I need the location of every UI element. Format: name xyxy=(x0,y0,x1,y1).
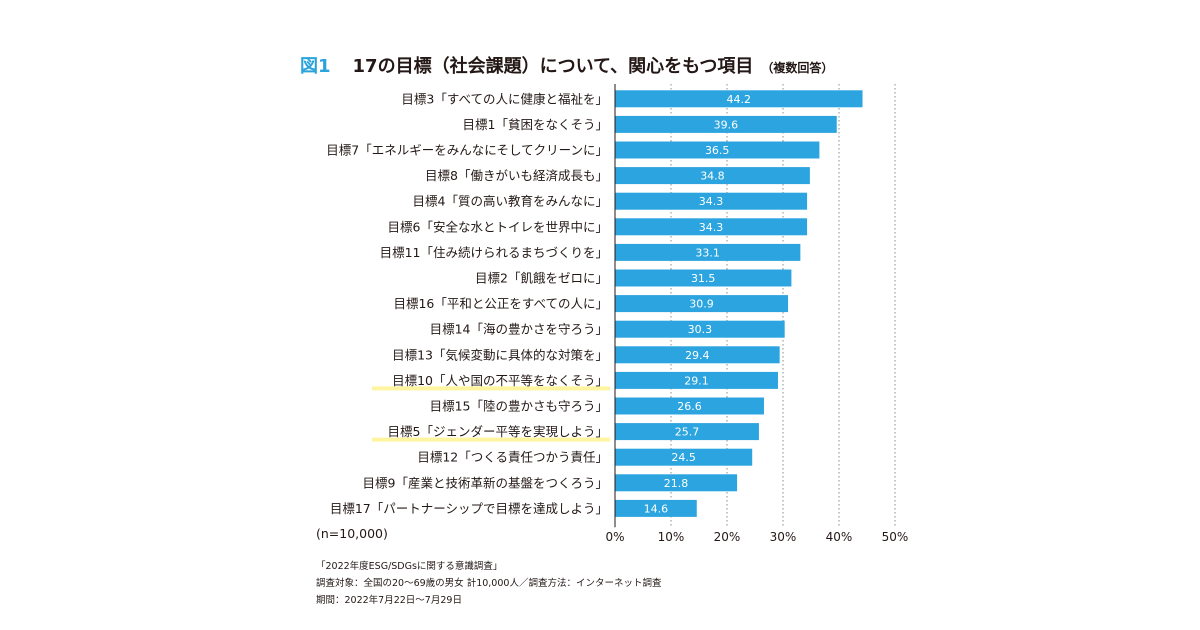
bar xyxy=(615,218,808,236)
category-label: 目標13「気候変動に具体的な対策を」 xyxy=(392,347,608,362)
figure-title: 17の目標（社会課題）について、関心をもつ項目 xyxy=(352,56,754,77)
bar xyxy=(615,115,837,133)
bar xyxy=(615,397,764,415)
bar xyxy=(615,90,863,108)
x-tick-label: 50% xyxy=(882,530,909,544)
bar xyxy=(615,423,759,441)
value-label: 39.6 xyxy=(714,118,739,131)
source-line-method: 調査対象：全国の20〜69歳の男女 計10,000人／調査方法：インターネット調… xyxy=(316,578,662,589)
category-label: 目標6「安全な水とトイレを世界中に」 xyxy=(388,219,608,234)
bar xyxy=(615,167,810,185)
category-label: 目標1「貧困をなくそう」 xyxy=(463,117,608,132)
source-line-survey: 「2022年度ESG/SDGsに関する意識調査」 xyxy=(316,561,503,572)
bar xyxy=(615,269,792,287)
category-label: 目標10「人や国の不平等をなくそう」 xyxy=(392,373,608,388)
figure-title-row: 図1 17の目標（社会課題）について、関心をもつ項目 （複数回答） xyxy=(300,52,833,78)
value-label: 44.2 xyxy=(727,93,752,106)
value-label: 29.1 xyxy=(684,374,709,387)
label-highlight xyxy=(372,437,610,442)
bar xyxy=(615,499,697,517)
bar xyxy=(615,448,753,466)
source-note: 「2022年度ESG/SDGsに関する意識調査」 調査対象：全国の20〜69歳の… xyxy=(316,558,661,609)
value-label: 30.9 xyxy=(689,298,714,311)
category-label: 目標8「働きがいも経済成長も」 xyxy=(425,168,608,183)
bar xyxy=(615,243,801,261)
x-tick-label: 10% xyxy=(658,530,685,544)
category-label: 目標5「ジェンダー平等を実現しよう」 xyxy=(388,424,608,439)
category-label: 目標11「住み続けられるまちづくりを」 xyxy=(380,245,608,260)
source-line-period: 期間：2022年7月22日〜7月29日 xyxy=(316,595,462,606)
x-tick-label: 0% xyxy=(605,530,624,544)
value-label: 31.5 xyxy=(691,272,716,285)
x-tick-label: 30% xyxy=(770,530,797,544)
bar xyxy=(615,192,808,210)
value-label: 34.3 xyxy=(699,221,724,234)
bar xyxy=(615,320,785,338)
x-tick-label: 40% xyxy=(826,530,853,544)
value-label: 34.8 xyxy=(700,170,725,183)
value-label: 25.7 xyxy=(675,426,700,439)
value-label: 14.6 xyxy=(644,502,669,515)
category-label: 目標7「エネルギーをみんなにそしてクリーンに」 xyxy=(326,143,608,158)
category-label: 目標9「産業と技術革新の基盤をつくろう」 xyxy=(363,475,608,490)
category-label: 目標4「質の高い教育をみんなに」 xyxy=(413,194,608,209)
value-label: 26.6 xyxy=(677,400,702,413)
value-label: 30.3 xyxy=(688,323,713,336)
category-label: 目標15「陸の豊かさも守ろう」 xyxy=(430,399,608,414)
bar xyxy=(615,346,780,364)
value-label: 29.4 xyxy=(685,349,710,362)
bar xyxy=(615,474,738,492)
x-tick-label: 20% xyxy=(714,530,741,544)
bar xyxy=(615,295,789,313)
value-label: 21.8 xyxy=(664,477,689,490)
figure-number: 図1 xyxy=(300,56,331,77)
category-label: 目標16「平和と公正をすべての人に」 xyxy=(393,296,608,311)
bar xyxy=(615,141,820,159)
bar xyxy=(615,371,778,389)
value-label: 33.1 xyxy=(695,246,720,259)
value-label: 24.5 xyxy=(671,451,696,464)
value-label: 36.5 xyxy=(705,144,730,157)
category-label: 目標17「パートナーシップで目標を達成しよう」 xyxy=(330,501,608,516)
sample-size-note: (n=10,000) xyxy=(316,526,388,541)
category-label: 目標12「つくる責任つかう責任」 xyxy=(417,450,608,465)
value-label: 34.3 xyxy=(699,195,724,208)
label-highlight xyxy=(372,386,610,391)
figure-subtitle: （複数回答） xyxy=(761,61,834,75)
category-label: 目標2「飢餓をゼロに」 xyxy=(475,271,608,286)
category-label: 目標3「すべての人に健康と福祉を」 xyxy=(401,91,608,106)
category-label: 目標14「海の豊かさを守ろう」 xyxy=(430,322,608,337)
